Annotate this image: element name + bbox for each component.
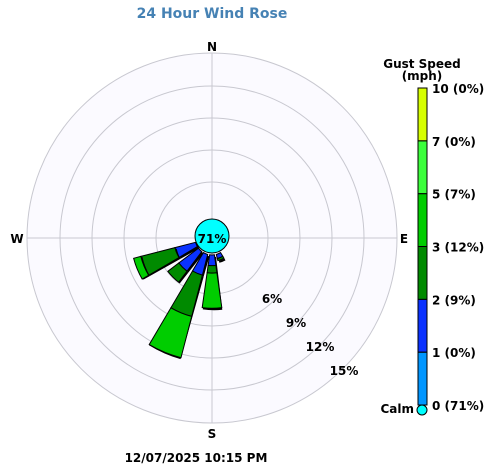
legend-label: 10 (0%): [432, 82, 484, 96]
legend-swatch: [417, 351, 428, 406]
compass-west: W: [10, 232, 23, 246]
legend-swatch: [417, 193, 428, 247]
ring-label-6: 6%: [262, 292, 282, 306]
petal-s-segment: [201, 272, 223, 309]
calm-percent-label: 71%: [198, 232, 227, 246]
chart-title: 24 Hour Wind Rose: [137, 6, 288, 22]
timestamp: 12/07/2025 10:15 PM: [125, 451, 268, 465]
ring-label-15: 15%: [330, 364, 359, 378]
petal-s-segment: [206, 264, 218, 274]
ring-label-9: 9%: [286, 316, 306, 330]
petals-layer: [132, 241, 226, 360]
petal-sw-segment: [167, 262, 188, 283]
calm-marker: 71%: [194, 218, 230, 254]
legend-calm-dot: [416, 404, 428, 416]
legend-label: 1 (0%): [432, 346, 476, 360]
petal-ssw-segment: [148, 307, 193, 359]
legend-label: 0 (71%): [432, 399, 484, 413]
compass-south: S: [208, 427, 217, 441]
legend-label: 7 (0%): [432, 135, 476, 149]
calm-circle: [194, 218, 230, 254]
legend-title-line1: Gust Speed: [383, 57, 461, 71]
legend-swatch: [417, 298, 428, 353]
compass-north: N: [207, 40, 217, 54]
ring-label-12: 12%: [306, 340, 335, 354]
petal-wsw-segment: [132, 255, 150, 280]
legend-swatch: [417, 246, 428, 300]
legend-label: 2 (9%): [432, 293, 476, 307]
legend-label: 5 (7%): [432, 188, 476, 202]
compass-east: E: [400, 232, 408, 246]
legend-color-bar: 0 (71%) 1 (0%) 2 (9%) 3 (12%) 5 (7%) 7 (0%) 10…: [417, 82, 484, 413]
legend-swatch: [417, 140, 428, 195]
petal-shadow-sse: [218, 258, 226, 263]
legend-title-line2: (mph): [402, 69, 443, 83]
petal-sse-segment: [216, 255, 225, 262]
legend-swatch: [417, 87, 428, 142]
legend-label: 3 (12%): [432, 241, 484, 255]
legend-calm-label: Calm: [380, 402, 414, 416]
